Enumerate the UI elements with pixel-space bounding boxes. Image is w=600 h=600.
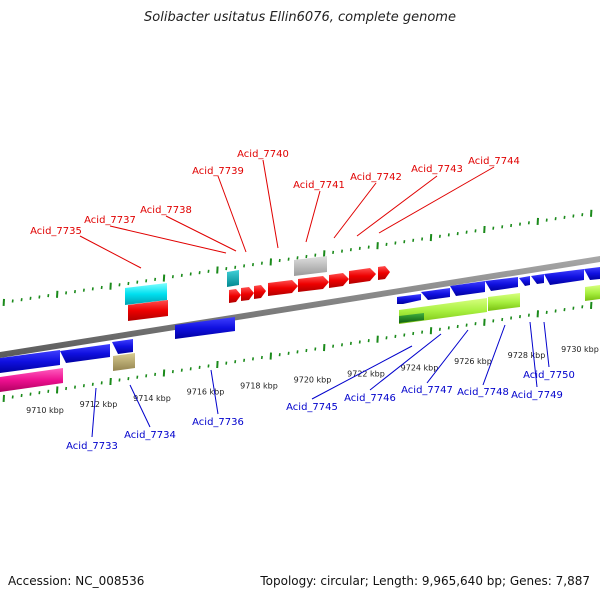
gene-arrow[interactable] [227,270,239,287]
gene-label[interactable]: Acid_7741 [293,180,345,191]
genome-stats: Topology: circular; Length: 9,965,640 bp… [260,574,590,588]
accession-label: Accession: NC_008536 [8,574,145,588]
lower-tick-row [2,301,593,402]
gene-label[interactable]: Acid_7748 [457,387,509,398]
gene-label[interactable]: Acid_7738 [140,205,192,216]
gene-label[interactable]: Acid_7736 [192,417,244,428]
ruler-label: 9724 kbp [401,363,439,372]
map-title: Solibacter usitatus Ellin6076, complete … [144,10,456,25]
gene-label[interactable]: Acid_7740 [237,149,289,160]
callout-line [109,225,227,254]
gene-arrow[interactable] [421,288,450,300]
gene-arrow[interactable] [329,273,349,288]
gene-label[interactable]: Acid_7749 [511,390,563,401]
gene-label[interactable]: Acid_7737 [84,215,136,226]
ruler-label: 9720 kbp [294,376,332,385]
gene-arrow[interactable] [60,344,110,363]
gene-arrow[interactable] [125,283,167,305]
gene-label[interactable]: Acid_7733 [66,441,118,452]
gene-label[interactable]: Acid_7742 [350,172,402,183]
ruler-label: 9712 kbp [80,400,118,409]
gene-arrow[interactable] [585,285,600,301]
callout-line [91,387,97,438]
gene-arrow[interactable] [229,289,241,303]
ruler-label: 9714 kbp [133,394,171,403]
gene-label[interactable]: Acid_7746 [344,393,396,404]
gene-arrow[interactable] [0,350,60,373]
callout-line [529,321,538,388]
gene-label[interactable]: Acid_7750 [523,370,575,381]
genome-backbone [0,256,600,358]
ruler-label: 9718 kbp [240,382,278,391]
callout-line [378,166,495,234]
gene-arrow[interactable] [0,368,63,392]
callout-line [482,324,506,386]
ruler-label: 9726 kbp [454,357,492,366]
gene-arrow[interactable] [544,269,584,285]
gene-arrow[interactable] [399,313,424,323]
callout-line [356,175,438,237]
forward-strand-genes [125,256,600,324]
ruler-label: 9716 kbp [187,388,225,397]
gene-arrow[interactable] [349,268,376,284]
gene-arrow[interactable] [450,281,485,296]
callout-line [165,215,237,252]
gene-arrow[interactable] [488,293,520,311]
callout-line [210,369,219,415]
callout-line [311,345,413,400]
callout-line [129,384,151,428]
gene-arrow[interactable] [113,353,135,371]
callout-line [426,329,469,384]
gene-arrow[interactable] [378,266,390,280]
gene-arrow[interactable] [254,285,266,299]
callout-line [79,235,142,269]
gene-label[interactable]: Acid_7744 [468,156,520,167]
gene-arrow[interactable] [531,274,544,284]
reverse-strand-genes [0,267,600,392]
upper-tick-row [2,209,593,306]
gene-label[interactable]: Acid_7747 [401,385,453,396]
gene-label[interactable]: Acid_7734 [124,430,176,441]
ruler-label: 9730 kbp [561,345,599,354]
gene-label[interactable]: Acid_7743 [411,164,463,175]
gene-arrow[interactable] [485,277,518,291]
callout-line [333,182,377,239]
callout-line [369,333,442,391]
ruler-label: 9722 kbp [347,369,385,378]
ruler-labels: 9710 kbp 9712 kbp 9714 kbp 9716 kbp 9718 kbp… [26,345,599,415]
gene-arrow[interactable] [298,276,329,292]
gene-label[interactable]: Acid_7735 [30,226,82,237]
callout-line [543,321,550,368]
ruler-label: 9728 kbp [508,351,546,360]
gene-label[interactable]: Acid_7739 [192,166,244,177]
gene-arrow[interactable] [241,287,254,301]
gene-arrow[interactable] [397,294,421,304]
gene-label[interactable]: Acid_7745 [286,402,338,413]
upper-gene-callouts: Acid_7735 Acid_7737 Acid_7738 Acid_7739 … [30,149,520,269]
gene-arrow[interactable] [128,300,168,321]
gene-arrow[interactable] [268,280,298,296]
gene-arrow[interactable] [519,276,530,286]
gene-arrow[interactable] [294,256,327,276]
callout-line [217,175,247,253]
gene-arrow[interactable] [584,267,600,280]
lower-gene-callouts: Acid_7733 Acid_7734 Acid_7736 Acid_7745 … [66,321,575,452]
ruler-label: 9710 kbp [26,406,64,415]
gene-arrow[interactable] [112,339,133,354]
gene-arrow[interactable] [175,317,235,339]
callout-line [262,159,279,249]
callout-line [305,190,321,243]
